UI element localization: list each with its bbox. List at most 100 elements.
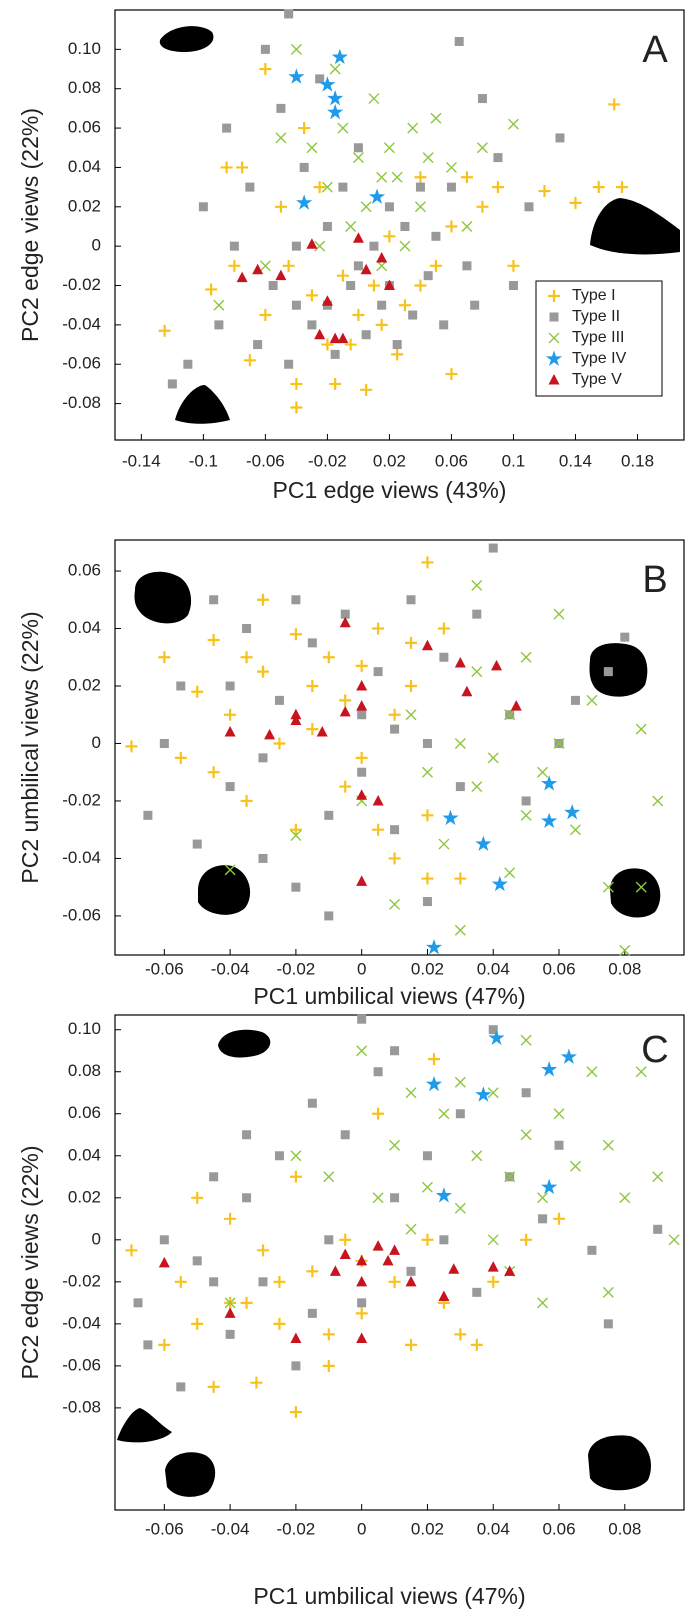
y-tick-label: 0 (92, 733, 101, 752)
x-axis-title: PC1 umbilical views (47%) (253, 1583, 525, 1609)
square-marker (377, 300, 387, 310)
plus-marker (321, 338, 334, 351)
plus-marker (250, 1376, 263, 1389)
plus-marker (454, 872, 467, 885)
y-tick-label: 0.02 (68, 196, 101, 215)
x-tick-label: 0.08 (608, 959, 641, 978)
x-marker (422, 152, 434, 164)
plus-marker (548, 290, 560, 302)
plus-marker (273, 1275, 286, 1288)
legend-label: Type III (572, 329, 624, 346)
square-marker (225, 681, 235, 691)
x-marker (454, 1076, 466, 1088)
x-tick-label: -0.02 (277, 959, 316, 978)
x-marker (586, 694, 598, 706)
x-marker (471, 781, 483, 793)
x-marker (520, 1129, 532, 1141)
x-marker (553, 1108, 565, 1120)
y-axis-title: PC2 edge views (22%) (17, 108, 43, 342)
square-marker (392, 340, 402, 350)
square-marker (291, 882, 301, 892)
triangle-marker (372, 1240, 384, 1251)
x-marker (345, 220, 357, 232)
x-marker (275, 132, 287, 144)
plus-marker (243, 354, 256, 367)
plus-marker (538, 185, 551, 198)
plus-marker (257, 593, 270, 606)
plus-marker (429, 259, 442, 272)
square-marker (357, 1298, 367, 1308)
square-marker (587, 1245, 597, 1255)
star-marker (541, 1178, 558, 1195)
plus-marker (437, 622, 450, 635)
square-marker (284, 359, 294, 369)
plus-marker (289, 1170, 302, 1183)
square-marker (209, 1277, 219, 1287)
triangle-marker (339, 705, 351, 717)
x-tick-label: -0.06 (246, 451, 285, 470)
star-marker (319, 76, 336, 92)
square-marker (477, 94, 487, 104)
square-marker (143, 1340, 153, 1350)
star-marker (327, 90, 344, 106)
triangle-marker (356, 1332, 368, 1344)
x-marker (619, 944, 631, 956)
y-tick-label: -0.04 (62, 848, 101, 867)
square-marker (390, 1193, 400, 1203)
x-marker (407, 122, 419, 134)
triangle-marker (224, 1307, 236, 1318)
x-marker (368, 93, 380, 105)
square-marker (291, 595, 301, 605)
square-marker (225, 1329, 235, 1339)
square-marker (415, 182, 425, 192)
square-marker (454, 36, 464, 46)
square-marker (549, 312, 559, 322)
x-marker (668, 1234, 680, 1246)
triangle-marker (290, 708, 302, 720)
x-marker (476, 142, 488, 154)
x-marker (520, 809, 532, 821)
star-marker (425, 1075, 443, 1092)
plus-marker (329, 377, 342, 390)
x-marker (352, 152, 364, 164)
square-marker (338, 182, 348, 192)
triangle-marker (382, 1254, 394, 1266)
x-marker (635, 723, 647, 735)
square-marker (214, 320, 224, 330)
square-marker (390, 1046, 400, 1056)
plus-marker (257, 665, 270, 678)
star-marker (475, 835, 492, 851)
plus-marker (289, 628, 302, 641)
square-marker (268, 281, 278, 291)
square-marker (258, 753, 268, 763)
plus-marker (313, 181, 326, 194)
y-tick-label: 0.08 (68, 1061, 101, 1080)
square-marker (176, 681, 186, 691)
x-marker (537, 766, 549, 778)
y-tick-label: -0.06 (62, 354, 101, 373)
square-marker (159, 1235, 169, 1245)
star-marker (425, 939, 443, 955)
plus-marker (569, 196, 582, 209)
plus-marker (355, 751, 368, 764)
square-marker (183, 359, 193, 369)
plus-marker (290, 377, 303, 390)
plus-marker (274, 200, 287, 213)
y-tick-label: 0.10 (68, 1019, 101, 1038)
plus-marker (520, 1233, 533, 1246)
x-marker (360, 201, 372, 213)
square-marker (176, 1382, 186, 1392)
x-marker (376, 260, 388, 272)
square-marker (408, 310, 418, 320)
plus-marker (487, 1275, 500, 1288)
square-marker (192, 1256, 202, 1266)
square-marker (357, 1014, 367, 1024)
plus-marker (445, 220, 458, 233)
star-marker (288, 68, 305, 84)
plus-marker (383, 230, 396, 243)
shell-outline (117, 1408, 172, 1443)
plus-marker (355, 659, 368, 672)
plus-marker (421, 872, 434, 885)
x-marker (487, 1087, 499, 1099)
x-marker (454, 737, 466, 749)
